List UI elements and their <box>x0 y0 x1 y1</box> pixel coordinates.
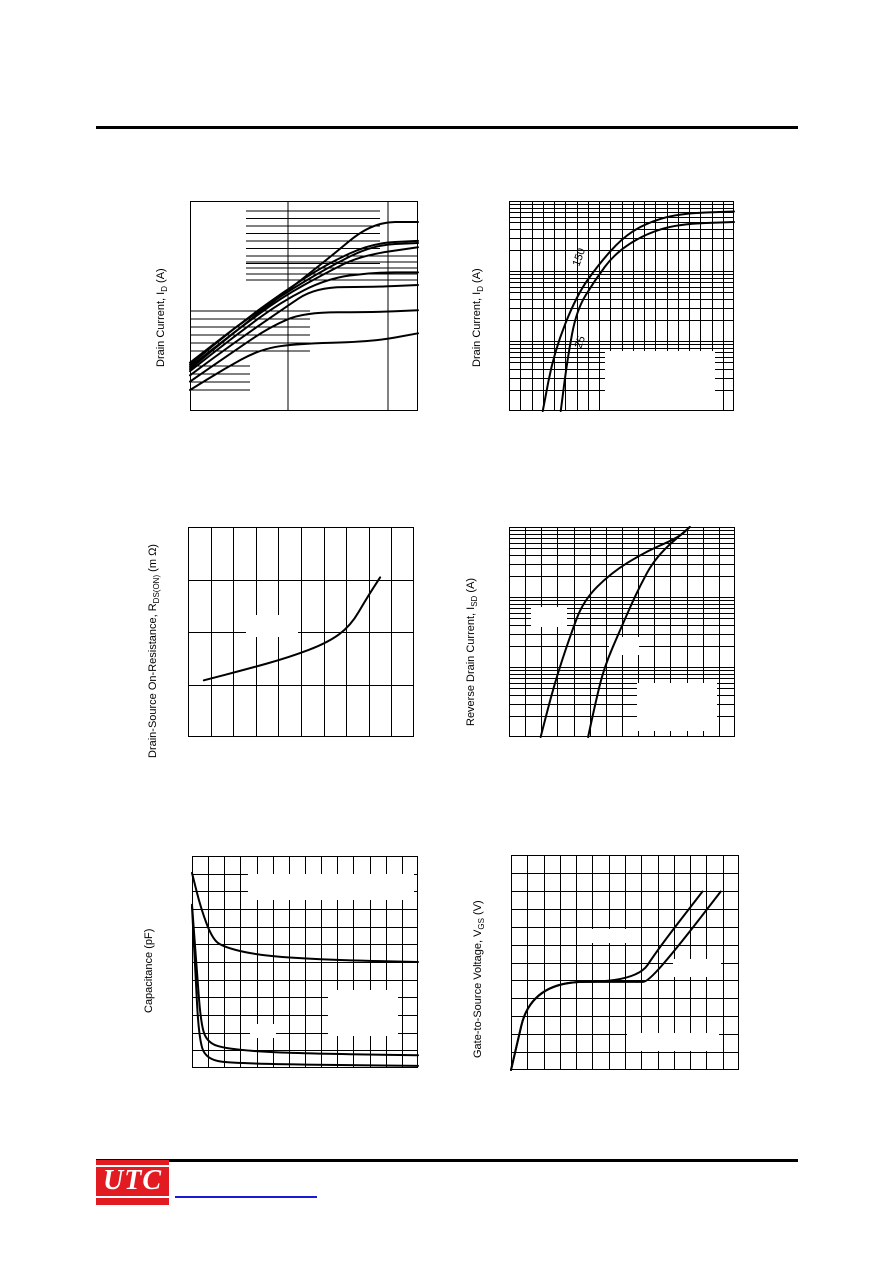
plot-frame <box>511 855 739 1070</box>
chart4-reverse-drain-current <box>509 526 735 738</box>
legend-box <box>609 637 639 655</box>
chart1-drain-current <box>189 201 419 411</box>
chart-grid <box>188 527 414 737</box>
plot-frame <box>190 201 418 411</box>
series-line-1 <box>510 890 722 1071</box>
chart-grid <box>190 201 418 411</box>
series-line-6 <box>189 309 419 383</box>
series-line-1 <box>587 526 691 738</box>
chart-grid <box>509 527 735 737</box>
chart5-capacitance <box>191 856 419 1068</box>
utc-logo-text: UTC <box>103 1165 162 1196</box>
series-line-2 <box>189 242 419 364</box>
legend-box <box>531 607 567 627</box>
series-line-5 <box>189 284 419 377</box>
utc-logo: UTC <box>96 1160 169 1205</box>
series-line-1 <box>559 221 735 412</box>
series-line-0 <box>202 576 382 682</box>
curve-temperature-label: 150 <box>571 247 589 268</box>
legend-box <box>246 615 298 637</box>
curve-temperature-label: 25 <box>573 334 588 350</box>
chart4-ylabel: Reverse Drain Current, ISD (A) <box>465 577 480 726</box>
series-line-0 <box>541 210 735 412</box>
chart6-ylabel: Gate-to-Source Voltage, VGS (V) <box>472 900 487 1058</box>
legend-box <box>627 1033 719 1051</box>
legend-box <box>605 351 715 411</box>
website-link-underline[interactable] <box>175 1196 317 1198</box>
legend-box <box>248 874 414 900</box>
chart2-transfer: 150 25 <box>509 201 735 412</box>
series-line-4 <box>189 271 419 373</box>
series-line-1 <box>189 239 419 366</box>
legend-box <box>585 929 641 943</box>
series-line-0 <box>539 526 691 738</box>
plot-frame <box>188 527 414 737</box>
series-line-0 <box>191 871 419 963</box>
chart3-on-resistance <box>188 527 414 737</box>
chart2-ylabel: Drain Current, ID (A) <box>471 268 486 367</box>
legend-box <box>250 1024 276 1038</box>
series-line-3 <box>189 246 419 368</box>
chart6-gate-charge <box>510 855 739 1071</box>
chart1-ylabel: Drain Current, ID (A) <box>155 268 170 367</box>
chart3-ylabel: Drain-Source On-Resistance, RDS(ON) (m Ω… <box>147 544 162 758</box>
footer-rule <box>96 1159 798 1162</box>
header-rule <box>96 126 798 129</box>
legend-box <box>328 990 398 1036</box>
chart5-ylabel: Capacitance (pF) <box>143 928 155 1013</box>
legend-box <box>637 683 717 731</box>
series-line-7 <box>189 332 419 391</box>
plot-frame <box>509 201 734 411</box>
legend-box <box>673 959 721 977</box>
plot-frame <box>509 527 735 737</box>
series-line-2 <box>191 905 419 1067</box>
